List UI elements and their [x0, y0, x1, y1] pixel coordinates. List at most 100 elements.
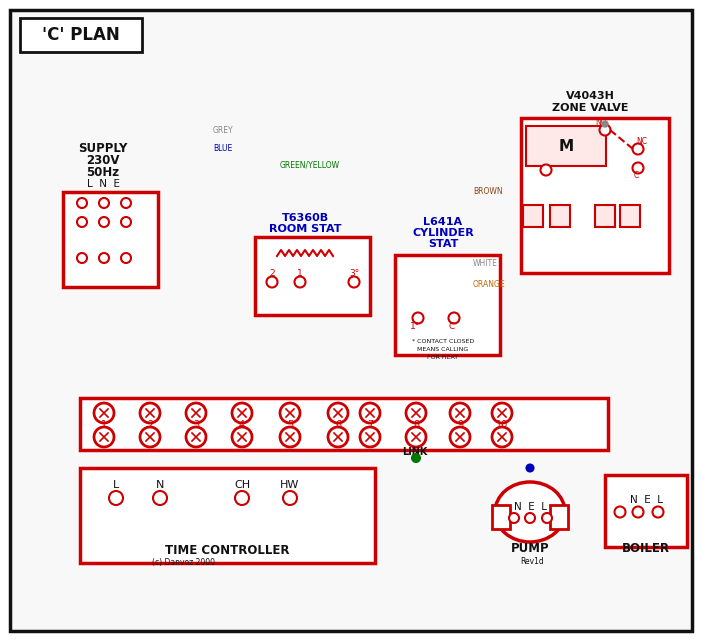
Circle shape [77, 253, 87, 263]
Text: L: L [113, 480, 119, 490]
Text: V4043H: V4043H [566, 91, 614, 101]
Circle shape [121, 198, 131, 208]
Bar [595, 205, 615, 227]
Text: MEANS CALLING: MEANS CALLING [418, 347, 469, 351]
Text: SUPPLY: SUPPLY [79, 142, 128, 154]
Circle shape [492, 403, 512, 423]
Text: N  E  L: N E L [630, 495, 663, 505]
Circle shape [328, 427, 348, 447]
Circle shape [109, 491, 123, 505]
Text: PUMP: PUMP [510, 542, 549, 554]
Text: 2: 2 [269, 269, 274, 278]
Text: 1: 1 [101, 420, 107, 430]
Circle shape [94, 427, 114, 447]
Circle shape [295, 276, 305, 288]
Text: 9: 9 [457, 420, 463, 430]
Text: CYLINDER: CYLINDER [412, 228, 474, 238]
Circle shape [602, 121, 608, 127]
Text: NC: NC [637, 137, 647, 146]
Text: BOILER: BOILER [622, 542, 670, 554]
Circle shape [99, 253, 109, 263]
Text: CH: CH [234, 480, 250, 490]
Circle shape [153, 491, 167, 505]
Text: 230V: 230V [86, 153, 120, 167]
Text: C: C [449, 322, 455, 331]
Text: 3: 3 [193, 420, 199, 430]
Circle shape [328, 403, 348, 423]
Circle shape [406, 403, 426, 423]
Circle shape [541, 165, 552, 176]
Text: 6: 6 [335, 420, 341, 430]
Circle shape [633, 144, 644, 154]
Bar [526, 126, 606, 166]
Text: L  N  E: L N E [86, 179, 119, 189]
Circle shape [99, 217, 109, 227]
Text: 10: 10 [496, 420, 508, 430]
Text: 7: 7 [367, 420, 373, 430]
Text: T6360B: T6360B [282, 213, 329, 223]
Circle shape [77, 217, 87, 227]
Ellipse shape [495, 482, 565, 542]
Text: N: N [156, 480, 164, 490]
Bar [395, 255, 500, 355]
Circle shape [526, 465, 534, 472]
Text: HW: HW [280, 480, 300, 490]
Circle shape [600, 124, 611, 135]
Bar [492, 505, 510, 529]
Circle shape [348, 276, 359, 288]
Text: Rev1d: Rev1d [520, 558, 544, 567]
Circle shape [232, 427, 252, 447]
Text: M: M [558, 138, 574, 153]
Circle shape [283, 491, 297, 505]
Circle shape [186, 403, 206, 423]
Text: ORANGE: ORANGE [473, 279, 505, 288]
Circle shape [652, 506, 663, 517]
Text: C: C [633, 171, 639, 179]
Bar [620, 205, 640, 227]
Text: STAT: STAT [428, 239, 458, 249]
Circle shape [450, 403, 470, 423]
Circle shape [280, 403, 300, 423]
Bar [605, 475, 687, 547]
Bar [550, 505, 568, 529]
Text: 2: 2 [147, 420, 153, 430]
Text: GREY: GREY [213, 126, 234, 135]
Bar [80, 468, 375, 563]
Circle shape [542, 513, 552, 523]
Text: 1°: 1° [410, 322, 420, 331]
Circle shape [509, 513, 519, 523]
Text: 4: 4 [239, 420, 245, 430]
Circle shape [525, 513, 535, 523]
Circle shape [492, 427, 512, 447]
Bar [80, 398, 608, 450]
Bar [255, 237, 370, 315]
Text: BROWN: BROWN [473, 187, 503, 196]
Circle shape [406, 427, 426, 447]
Text: (c) Danvoz 2000: (c) Danvoz 2000 [152, 558, 215, 567]
Text: NO: NO [595, 117, 607, 126]
Text: N  E  L: N E L [513, 502, 546, 512]
Circle shape [94, 403, 114, 423]
Circle shape [186, 427, 206, 447]
Bar [521, 118, 669, 273]
Text: 50Hz: 50Hz [86, 165, 119, 178]
Text: 5: 5 [287, 420, 293, 430]
Text: WHITE: WHITE [473, 258, 498, 267]
Circle shape [232, 403, 252, 423]
Text: 1: 1 [297, 269, 303, 278]
Circle shape [77, 198, 87, 208]
Circle shape [121, 217, 131, 227]
Circle shape [267, 276, 277, 288]
Text: ZONE VALVE: ZONE VALVE [552, 103, 628, 113]
Circle shape [235, 491, 249, 505]
Circle shape [449, 313, 460, 324]
Circle shape [614, 506, 625, 517]
Text: BLUE: BLUE [213, 144, 232, 153]
Circle shape [413, 313, 423, 324]
Circle shape [360, 403, 380, 423]
Text: ROOM STAT: ROOM STAT [269, 224, 341, 234]
Circle shape [140, 427, 160, 447]
Bar [63, 192, 158, 287]
Circle shape [633, 163, 644, 174]
Bar [20, 18, 142, 52]
